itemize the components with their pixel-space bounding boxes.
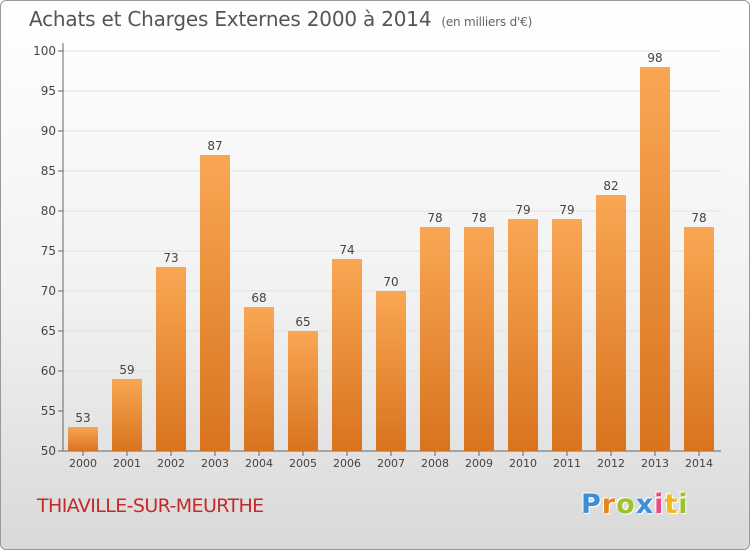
chart-unit: (en milliers d'€) xyxy=(441,15,533,29)
town-name: THIAVILLE-SUR-MEURTHE xyxy=(37,495,264,517)
x-tick-label: 2008 xyxy=(421,457,449,470)
x-tick-label: 2000 xyxy=(69,457,97,470)
x-tick-label: 2012 xyxy=(597,457,625,470)
x-tick-label: 2010 xyxy=(509,457,537,470)
y-tick-label: 75 xyxy=(41,244,56,258)
proxiti-logo: Proxiti xyxy=(581,489,689,520)
x-tick-label: 2014 xyxy=(685,457,713,470)
x-tick-label: 2002 xyxy=(157,457,185,470)
x-tick-label: 2005 xyxy=(289,457,317,470)
y-tick-label: 55 xyxy=(41,404,56,418)
bar xyxy=(332,259,362,451)
x-tick-label: 2007 xyxy=(377,457,405,470)
bar-value-label: 79 xyxy=(559,203,574,217)
bar xyxy=(376,291,406,451)
x-tick-label: 2001 xyxy=(113,457,141,470)
bar-value-label: 78 xyxy=(427,211,442,225)
bar-value-label: 65 xyxy=(295,315,310,329)
bar xyxy=(112,379,142,451)
y-tick-label: 90 xyxy=(41,124,56,138)
data-labels: 53 59 73 87 68 65 74 70 78 78 79 79 82 98 78 xyxy=(75,51,706,425)
x-tick-label: 2011 xyxy=(553,457,581,470)
bar xyxy=(244,307,274,451)
bar-value-label: 68 xyxy=(251,291,266,305)
bar xyxy=(156,267,186,451)
bar-value-label: 87 xyxy=(207,139,222,153)
y-tick-label: 50 xyxy=(41,444,56,458)
y-tick-label: 65 xyxy=(41,324,56,338)
bar xyxy=(596,195,626,451)
y-tick-label: 70 xyxy=(41,284,56,298)
bar-value-label: 70 xyxy=(383,275,398,289)
bar xyxy=(200,155,230,451)
y-tick-label: 95 xyxy=(41,84,56,98)
bar-value-label: 59 xyxy=(119,363,134,377)
bar-value-label: 98 xyxy=(647,51,662,65)
bar-value-label: 74 xyxy=(339,243,354,257)
y-tick-label: 80 xyxy=(41,204,56,218)
x-tick-label: 2004 xyxy=(245,457,273,470)
bar-value-label: 73 xyxy=(163,251,178,265)
bar-value-label: 53 xyxy=(75,411,90,425)
y-tick-label: 100 xyxy=(33,44,56,58)
x-tick-label: 2006 xyxy=(333,457,361,470)
bar xyxy=(552,219,582,451)
bar xyxy=(684,227,714,451)
chart-title-text: Achats et Charges Externes 2000 à 2014 xyxy=(29,7,432,31)
bar xyxy=(640,67,670,451)
bar xyxy=(420,227,450,451)
chart-title: Achats et Charges Externes 2000 à 2014 (e… xyxy=(29,7,532,31)
x-tick-label: 2013 xyxy=(641,457,669,470)
bar-value-label: 79 xyxy=(515,203,530,217)
bar xyxy=(68,427,98,451)
bar xyxy=(464,227,494,451)
bar xyxy=(508,219,538,451)
y-tick-label: 60 xyxy=(41,364,56,378)
bars xyxy=(68,67,714,451)
bar-value-label: 78 xyxy=(471,211,486,225)
bar-value-label: 82 xyxy=(603,179,618,193)
y-tick-label: 85 xyxy=(41,164,56,178)
bar-value-label: 78 xyxy=(691,211,706,225)
x-tick-label: 2003 xyxy=(201,457,229,470)
bar xyxy=(288,331,318,451)
x-tick-label: 2009 xyxy=(465,457,493,470)
